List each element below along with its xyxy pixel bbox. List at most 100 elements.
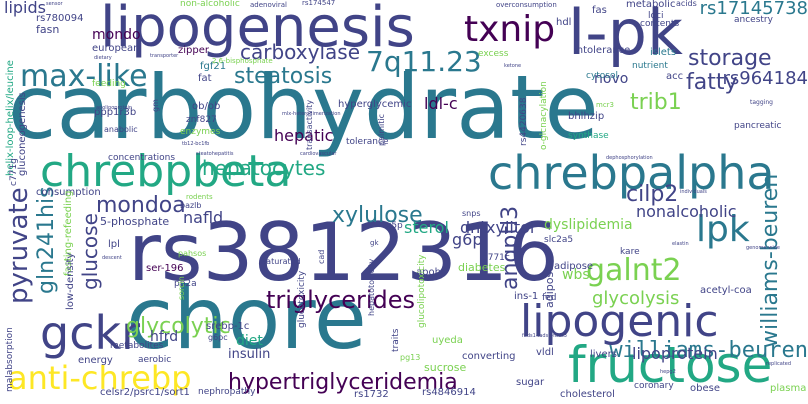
word-max-like: max-like: [20, 59, 148, 94]
word-fas: fas: [592, 5, 607, 16]
word-diet: diet: [236, 333, 263, 349]
word-fads: fads1-fads2-fads3: [522, 333, 567, 339]
word-gckr: gckr: [40, 306, 141, 360]
word-hepg2: hepg2: [660, 369, 676, 375]
word-rs780094: rs780094: [36, 13, 84, 24]
word-7q11-23: 7q11.23: [366, 45, 482, 78]
word-o-glcnacylation: o-glcnacylation: [539, 81, 549, 150]
word-obese: obese: [690, 383, 720, 394]
word-transporter: transporter: [150, 53, 179, 59]
word-tolerance: tolerance: [346, 137, 389, 147]
word-tagging: tagging: [750, 99, 773, 106]
word-metabolic: metabolic: [626, 0, 676, 10]
word-hyperglycemic: hyperglycemic: [338, 99, 412, 110]
word-pp2a: pp2a: [174, 279, 197, 289]
word-fatty: fatty: [686, 70, 738, 95]
word-contents: contents: [640, 19, 680, 29]
word-snps: snps: [462, 209, 481, 218]
word-coronary: coronary: [634, 381, 674, 391]
word-glucotoxicity: glucotoxicity: [297, 270, 307, 328]
word-non-alcoholic: non-alcoholic: [180, 0, 240, 9]
word-hfrd: hfrd: [150, 329, 179, 345]
word-hdl: hdl: [556, 17, 572, 28]
word-rs4846914: rs4846914: [422, 387, 476, 398]
word-rs174547: rs174547: [302, 0, 336, 7]
word-nephropathy: nephropathy: [198, 387, 256, 397]
word-lipogenic: lipogenic: [520, 296, 719, 347]
word-slc2a5: slc2a5: [544, 235, 574, 245]
word-cytosol: cytosol: [586, 71, 619, 81]
word-fructose: fructose: [568, 336, 773, 394]
word-overconsumption: overconsumption: [496, 1, 557, 9]
word-nafld: nafld: [183, 208, 224, 227]
word-lpk: lpk: [696, 209, 750, 250]
word-acetyl-coa: acetyl-coa: [700, 285, 752, 296]
word-bazlb: bazlb: [180, 201, 202, 210]
word-c771g: c771g: [9, 158, 19, 186]
word-malabsorption: malabsorption: [5, 327, 15, 392]
word-rs3812316: rs3812316: [128, 206, 559, 299]
word-cardiovascular: cardiovascular: [300, 151, 337, 157]
word-mondoa: mondoa: [96, 193, 186, 218]
word-chrebpbeta: chrebpbeta: [40, 146, 292, 197]
word-hepatotoxicity: hepatotoxicity: [367, 258, 376, 316]
word-hypertriglyceridemia: hypertriglyceridemia: [228, 370, 458, 395]
word-sterol: sterol: [404, 218, 449, 237]
word-rodents: rodents: [186, 193, 213, 201]
word-adenoviral: adenoviral: [250, 1, 287, 9]
word-williams-beuren-v: williams-beuren: [758, 173, 783, 348]
word-adipose-v: adipose: [554, 261, 594, 272]
word-dyslipidemia: dyslipidemia: [544, 217, 633, 233]
word-islets: islets: [650, 47, 677, 58]
word-sugar: sugar: [516, 377, 545, 388]
word-rs17145738: rs17145738: [699, 0, 808, 19]
word-hepatic: hepatic: [274, 126, 334, 145]
word-cilp2: cilp2: [626, 182, 679, 207]
word-ldl-c: ldl-c: [424, 94, 458, 113]
word-bhlhzip: bhlhzip: [568, 111, 605, 122]
word-g6pc: g6pc: [208, 333, 228, 342]
word-genome-wide: genome-wide: [746, 245, 780, 251]
word-intolerance: intolerance: [574, 45, 631, 56]
word-wbs: wbs: [562, 267, 590, 283]
word-aerobic: aerobic: [138, 355, 172, 365]
word-sorcin: sorcin: [177, 276, 186, 300]
word-fed: fed: [542, 293, 557, 303]
word-elastin: elastin: [672, 241, 689, 247]
word-carboxylase: carboxylase: [240, 40, 360, 64]
word-pancreatic: pancreatic: [734, 121, 782, 131]
word-concentrations: concentrations: [108, 153, 176, 163]
word-txnip: txnip: [464, 9, 556, 50]
word-rs964184: rs964184: [722, 68, 808, 89]
word-celsr2: celsr2/psrc1/sort1: [100, 387, 190, 398]
word-novo: novo: [594, 71, 629, 87]
word-lipoprotein: lipoprotein: [632, 344, 718, 363]
word-mondo: mondo: [92, 27, 141, 43]
word-acids: acids: [676, 0, 697, 8]
word-glucolipotoxicity: glucolipotoxicity: [417, 254, 427, 328]
word-insulin: insulin: [228, 347, 271, 362]
word-chrebpalpha: chrebpalpha: [488, 146, 775, 200]
word-plasma: plasma: [770, 383, 807, 394]
word-glucose: glucose: [78, 213, 102, 290]
word-x5p: x5p: [386, 221, 403, 231]
word-zipper: zipper: [178, 45, 209, 56]
word-adipose: adipose: [543, 265, 556, 308]
word-galnt2: galnt2: [586, 253, 682, 288]
word-sensor: sensor: [46, 1, 63, 7]
word-g6p: g6p: [452, 230, 483, 249]
word-glycolytic: glycolytic: [126, 314, 231, 339]
word-gm: gm: [151, 99, 160, 112]
word-ser-196: ser-196: [146, 263, 184, 274]
word-5-phosphate: 5-phosphate: [100, 215, 170, 228]
word-replicated: replicated: [766, 361, 791, 367]
word-low-density: low-density: [65, 252, 76, 310]
word-pg13: pg13: [400, 353, 421, 362]
word-metabolites: metabolites: [110, 341, 164, 351]
word-anabolic: anabolic: [104, 125, 138, 134]
word-carbohydrate: carbohydrate: [8, 56, 599, 159]
word-lipids: lipids: [4, 0, 46, 17]
word-pyruvate: pyruvate: [4, 187, 34, 304]
word-lipogenesis: lipogenesis: [100, 0, 415, 60]
word-storage: storage: [688, 46, 772, 71]
